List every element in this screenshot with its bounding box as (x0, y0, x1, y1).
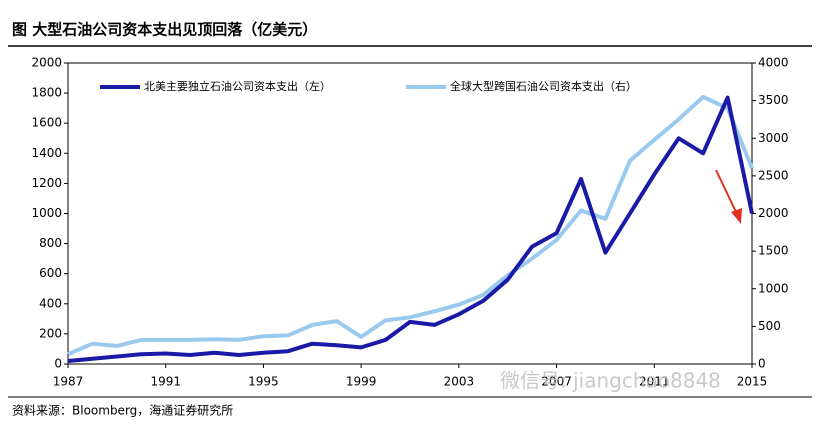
x-tick-label: 2015 (737, 375, 768, 389)
y-tick-label: 400 (39, 296, 62, 310)
x-tick-label: 1987 (53, 375, 84, 389)
y2-tick-label: 1000 (758, 281, 789, 295)
y-tick-label: 1000 (31, 206, 62, 220)
source: 资料来源：Bloomberg，海通证券研究所 (12, 403, 233, 418)
y-tick-label: 800 (39, 236, 62, 250)
y-tick-label: 1200 (31, 176, 62, 190)
y-tick-label: 0 (54, 357, 62, 371)
watermark: 微信号: jiangchao8848 (500, 369, 721, 393)
y2-tick-label: 2500 (758, 168, 789, 182)
x-tick-label: 2007 (541, 375, 572, 389)
series-line (67, 95, 754, 363)
y2-tick-label: 0 (758, 357, 766, 371)
y-tick-label: 1400 (31, 146, 62, 160)
y2-tick-label: 4000 (758, 56, 789, 70)
y-tick-label: 1800 (31, 86, 62, 100)
y-tick-label: 1600 (31, 116, 62, 130)
y2-tick-label: 3500 (758, 93, 789, 107)
y-tick-label: 200 (39, 326, 62, 340)
x-tick-label: 2003 (444, 375, 475, 389)
x-tick-label: 1999 (346, 375, 377, 389)
y2-tick-label: 2000 (758, 206, 789, 220)
y-tick-label: 2000 (31, 56, 62, 70)
y2-tick-label: 1500 (758, 244, 789, 258)
x-tick-label: 1991 (150, 375, 181, 389)
series-line (67, 94, 754, 357)
y-tick-label: 600 (39, 266, 62, 280)
x-tick-label: 2011 (639, 375, 670, 389)
arrow (715, 169, 742, 224)
y2-tick-label: 500 (758, 319, 781, 333)
legend-label: 北美主要独立石油公司资本支出（左） (144, 79, 331, 93)
legend-label: 全球大型跨国石油公司资本支出（右） (450, 79, 637, 93)
y2-tick-label: 3000 (758, 131, 789, 145)
chart-title: 图 大型石油公司资本支出见顶回落（亿美元） (12, 21, 317, 39)
x-tick-label: 1995 (248, 375, 279, 389)
